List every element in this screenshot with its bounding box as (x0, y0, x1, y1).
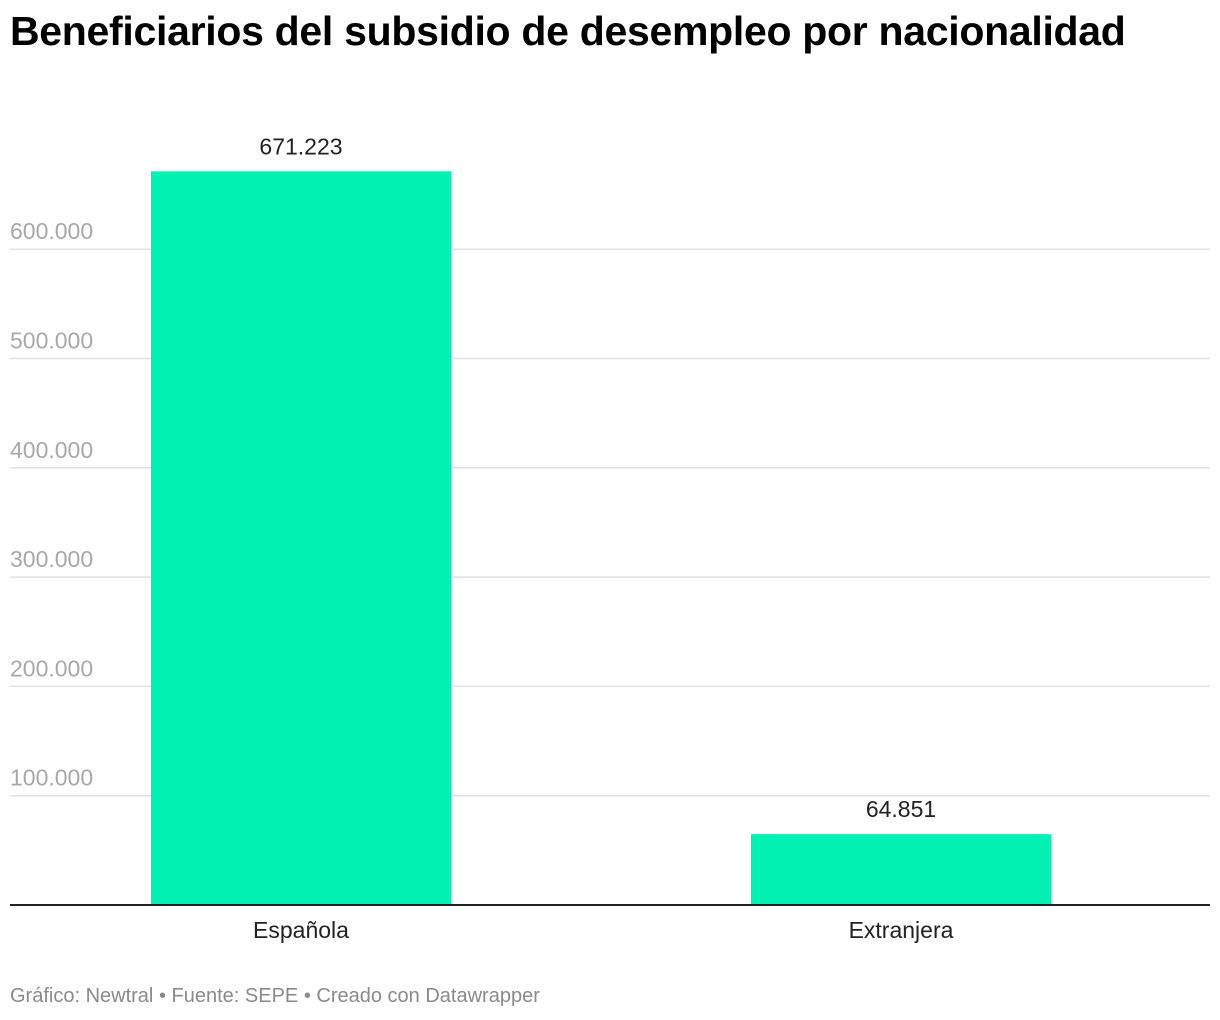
data-label: 64.851 (866, 796, 936, 822)
bar (151, 171, 451, 905)
x-tick-label: Española (253, 917, 349, 943)
footer-separator: • (158, 985, 166, 1007)
footer-source: Fuente: SEPE (171, 985, 299, 1007)
y-tick-label: 600.000 (10, 218, 93, 244)
chart-title: Beneficiarios del subsidio de desempleo … (10, 8, 1126, 54)
y-tick-label: 500.000 (10, 328, 93, 354)
footer-separator: • (303, 985, 311, 1007)
bar (751, 834, 1051, 905)
y-tick-label: 300.000 (10, 546, 93, 572)
chart-footer: Gráfico: Newtral • Fuente: SEPE • Creado… (10, 985, 540, 1008)
footer-credit: Gráfico: Newtral (10, 985, 154, 1007)
y-tick-label: 400.000 (10, 437, 93, 463)
footer-tool: Creado con Datawrapper (316, 985, 540, 1007)
data-label: 671.223 (259, 133, 342, 159)
x-tick-label: Extranjera (849, 917, 954, 943)
y-tick-label: 100.000 (10, 765, 93, 791)
bar-chart: 100.000 200.000 300.000 400.000 500.000 600.0… (10, 133, 1210, 943)
y-tick-label: 200.000 (10, 655, 93, 681)
